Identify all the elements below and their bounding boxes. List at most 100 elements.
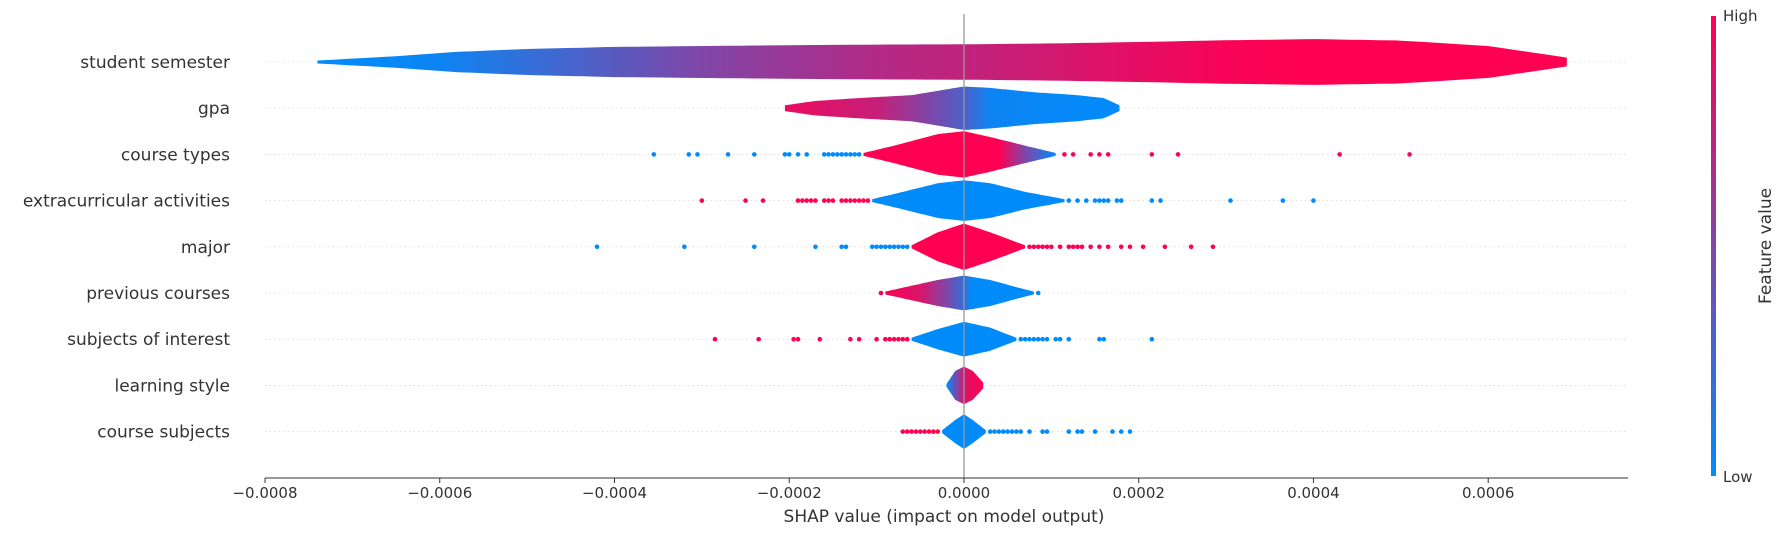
violin-shape [863,131,1056,178]
outlier-dot [848,336,853,342]
outlier-dot [1079,244,1085,250]
outlier-dot [686,152,692,157]
outlier-dot [1228,198,1233,203]
outlier-dot [852,198,858,203]
outlier-dot [1040,336,1045,342]
outlier-dot [1031,336,1037,342]
outlier-dot [843,198,849,203]
outlier-dot [751,244,757,250]
outlier-dot [813,198,818,203]
outlier-dot [1005,429,1010,434]
outlier-dot [856,336,862,342]
outlier-dot [1031,244,1037,250]
x-tick-label: −0.0002 [757,484,822,502]
outlier-dot [1105,152,1111,157]
outlier-dot [1083,198,1089,203]
outlier-dot [992,429,997,434]
outlier-dot [795,198,801,203]
outlier-dot [1040,244,1045,250]
outlier-dot [883,244,888,250]
outlier-dot [852,152,858,157]
outlier-dot [1149,152,1155,157]
outlier-dot [795,152,801,157]
outlier-dot [1014,429,1019,434]
feature-labels: student semester gpa course types extracurr… [23,53,230,443]
outlier-dot [1075,198,1080,203]
outlier-dot [1066,244,1072,250]
outlier-dot [1127,429,1133,434]
feature-label: learning style [114,376,230,396]
outlier-dot [1311,198,1316,203]
outlier-dot [1049,244,1054,250]
outlier-dot [1149,198,1155,203]
outlier-dot [1018,336,1024,342]
outlier-dot [1118,244,1124,250]
outlier-dot [1092,429,1098,434]
violin-shape [911,223,1026,270]
x-tick-label: 0.0006 [1462,484,1515,502]
outlier-dot [751,152,757,157]
feature-label: gpa [198,99,230,119]
outlier-dot [1101,198,1107,203]
x-axis: −0.0008 −0.0006 −0.0004 −0.0002 0.0000 0.0002… [232,477,1628,502]
outlier-dot [843,244,849,250]
outlier-dot [1158,198,1163,203]
outlier-dot [800,198,805,203]
outlier-dot [996,429,1002,434]
outlier-dot [843,152,849,157]
outlier-dot [896,336,901,342]
outlier-dot [891,244,897,250]
outlier-dot [786,152,792,157]
outlier-dot [821,198,827,203]
outlier-dot [1105,244,1111,250]
outlier-dot [856,152,862,157]
colorbar: High Low Feature value [1711,7,1776,486]
outlier-dot [695,152,700,157]
outlier-dot [856,198,862,203]
outlier-dot [791,336,796,342]
outlier-dot [865,198,871,203]
outlier-dot [821,152,827,157]
x-tick-label: 0.0002 [1112,484,1165,502]
outlier-dot [1027,336,1032,342]
outlier-dot [1097,152,1102,157]
outlier-dot [1114,198,1120,203]
outlier-dot [904,244,910,250]
feature-label: major [181,238,230,258]
outlier-dot [935,429,941,434]
outlier-dot [904,336,910,342]
violin-shape [784,86,1120,130]
outlier-dot [1057,244,1063,250]
outlier-dot [1022,336,1028,342]
outlier-dot [848,198,853,203]
outlier-dot [1018,429,1024,434]
outlier-dot [931,429,936,434]
feature-label: extracurricular activities [23,192,230,212]
outlier-dot [900,429,906,434]
outlier-dot [1035,290,1041,296]
x-axis-title: SHAP value (impact on model output) [784,507,1105,527]
outlier-dot [1118,198,1124,203]
feature-label: course types [121,145,230,165]
outlier-dot [1044,429,1050,434]
outlier-dot [699,198,705,203]
outlier-dot [725,152,731,157]
outlier-dot [1035,244,1041,250]
outlier-dot [682,244,687,250]
feature-label: course subjects [97,423,230,443]
outlier-dot [904,429,910,434]
x-tick-label: −0.0004 [582,484,647,502]
outlier-dot [1097,198,1102,203]
outlier-dot [1027,244,1032,250]
outlier-dot [1149,336,1155,342]
colorbar-high-label: High [1723,7,1757,25]
outlier-dot [1088,152,1093,157]
outlier-dot [817,336,823,342]
violin-shape [946,366,984,405]
outlier-dot [1110,429,1115,434]
outlier-dot [922,429,927,434]
outlier-dot [913,429,919,434]
outlier-dot [782,152,788,157]
outlier-dot [839,152,844,157]
